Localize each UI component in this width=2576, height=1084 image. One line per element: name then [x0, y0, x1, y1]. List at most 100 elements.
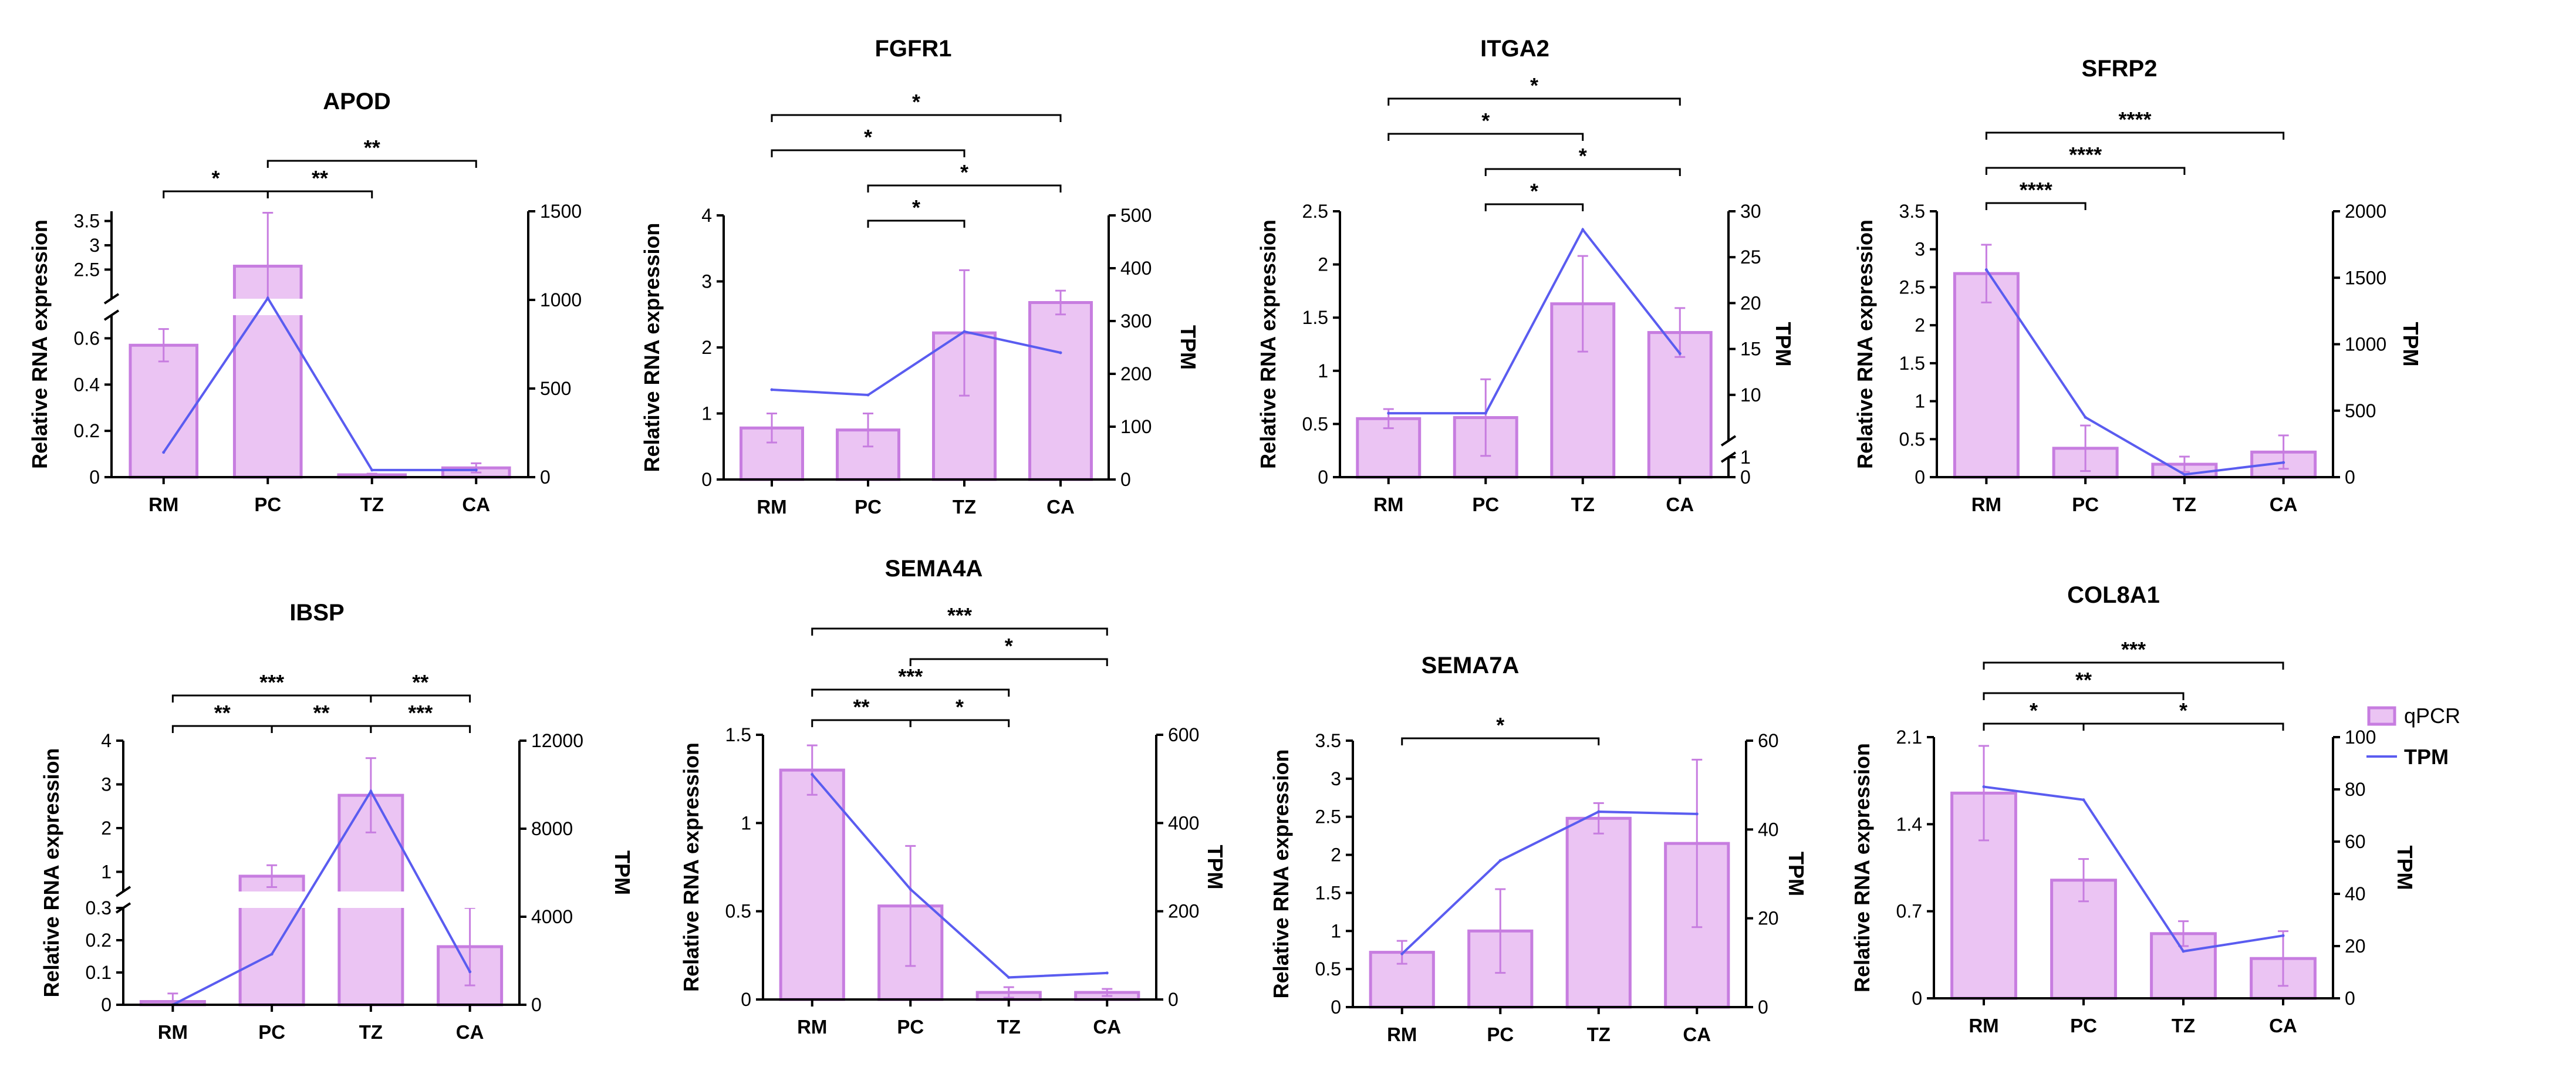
tpm-point-pc — [2084, 416, 2087, 419]
y2-axis-label: TPM — [2399, 322, 2423, 367]
y-tick-label: 0 — [1318, 467, 1328, 488]
tpm-point-tz — [963, 330, 966, 333]
chart-title: SEMA7A — [1422, 653, 1520, 678]
tpm-point-pc — [866, 393, 870, 397]
legend-qpcr-swatch — [2367, 706, 2396, 726]
y-axis-break-mark — [103, 293, 120, 305]
x-tick-label-ca: CA — [1093, 1016, 1121, 1038]
tpm-point-tz — [2183, 472, 2186, 476]
y-tick-label: 0 — [101, 994, 112, 1015]
y-tick-label: 0 — [701, 469, 712, 490]
significance-label: ** — [412, 670, 428, 694]
y-tick-label: 2.5 — [74, 259, 100, 280]
chart-panel-col8a1: COL8A1 0 0.7 1.4 2.1 0 20 40 60 80 100 RM PC TZ CA Rela… — [1850, 582, 2417, 1036]
y2-tick-label: 500 — [2345, 400, 2376, 421]
y-tick-label: 1 — [1915, 391, 1925, 412]
chart-title: SEMA4A — [885, 556, 983, 582]
y-tick-label: 1 — [101, 861, 112, 882]
significance-bracket — [1985, 202, 2087, 210]
significance-bracket — [271, 725, 372, 733]
tpm-point-tz — [370, 468, 374, 472]
y2-tick-label: 600 — [1168, 724, 1199, 745]
y2-tick-label: 400 — [1120, 258, 1152, 279]
y2-axis-label: TPM — [1203, 845, 1227, 890]
tpm-point-ca — [1678, 352, 1682, 355]
x-tick-label-tz: TZ — [953, 496, 976, 518]
y2-axis-label: TPM — [1771, 322, 1795, 367]
y2-tick-label: 40 — [2345, 883, 2366, 904]
y-tick-label: 3 — [1331, 768, 1341, 789]
y-tick-label: 0.2 — [74, 420, 100, 441]
y2-tick-label: 20 — [1758, 908, 1779, 929]
x-tick-label-tz: TZ — [1587, 1024, 1611, 1045]
y-tick-label: 1 — [1318, 360, 1328, 381]
y-tick-label: 3.5 — [1899, 201, 1925, 222]
chart-title: ITGA2 — [1480, 36, 1549, 62]
significance-label: ** — [2075, 668, 2092, 692]
y2-tick-label: 100 — [2345, 727, 2376, 748]
x-tick-label-tz: TZ — [997, 1016, 1021, 1038]
significance-bracket — [811, 719, 911, 727]
significance-bracket — [811, 688, 1010, 697]
significance-label: * — [912, 90, 920, 114]
y-tick-label: 3 — [101, 774, 112, 795]
chart-title: SFRP2 — [2082, 56, 2158, 82]
significance-bracket — [771, 114, 1062, 122]
y2-tick-label: 1500 — [540, 201, 582, 222]
x-tick-label-pc: PC — [258, 1021, 285, 1043]
x-tick-label-tz: TZ — [359, 1021, 383, 1043]
significance-label: * — [1530, 73, 1538, 97]
tpm-point-pc — [1498, 859, 1502, 862]
tpm-point-tz — [369, 789, 373, 793]
significance-bracket — [1484, 168, 1681, 176]
significance-label: * — [956, 695, 964, 719]
chart-panel-sfrp2: SFRP2 0 0.5 1 1.5 2 2.5 3 3.5 0 500 1000 1500 2000 RM P… — [1853, 56, 2423, 515]
y2-axis-label: TPM — [1176, 325, 1200, 370]
axis-break-band — [113, 299, 527, 315]
bar-tz — [932, 331, 997, 481]
significance-bracket — [1401, 737, 1600, 745]
x-tick-label-rm: RM — [1969, 1015, 1998, 1036]
y-tick-label: 2.5 — [1302, 201, 1328, 222]
chart-panel-apod: APOD 0 0.2 0.4 0.6 2.5 3 3.5 0 500 1000 1500 RM PC TZ C… — [28, 89, 582, 515]
x-tick-label-pc: PC — [254, 494, 281, 515]
significance-bracket — [163, 190, 269, 198]
y2-tick-label: 0 — [1120, 469, 1131, 490]
y2-tick-label: 60 — [2345, 831, 2366, 852]
y2-tick-label: 500 — [1120, 205, 1152, 226]
y-tick-label: 2 — [1915, 315, 1925, 336]
y2-tick-label: 80 — [2345, 779, 2366, 800]
significance-bracket — [2082, 722, 2284, 731]
y-axis-label: Relative RNA expression — [1269, 749, 1293, 999]
y-tick-label: 3.5 — [1315, 730, 1341, 751]
significance-label: ** — [853, 695, 869, 719]
significance-label: *** — [898, 664, 923, 688]
tpm-line — [1401, 811, 1697, 955]
y-tick-label: 2 — [1318, 254, 1328, 275]
significance-label: * — [1481, 109, 1490, 133]
x-tick-label-rm: RM — [148, 494, 178, 515]
y2-tick-label: 20 — [1740, 292, 1761, 313]
y2-tick-label: 30 — [1740, 201, 1761, 222]
y-axis-label: Relative RNA expression — [1850, 743, 1874, 992]
x-tick-label-tz: TZ — [1571, 494, 1595, 515]
significance-label: *** — [947, 603, 972, 627]
significance-label: **** — [2020, 178, 2052, 202]
tpm-line — [172, 789, 471, 1006]
y2-tick-label: 1500 — [2345, 267, 2386, 288]
bar-rm — [129, 343, 199, 479]
y2-axis-label: TPM — [2393, 846, 2417, 890]
tpm-point-pc — [270, 953, 274, 956]
x-tick-label-pc: PC — [855, 496, 882, 518]
y2-tick-label: 300 — [1120, 310, 1152, 332]
significance-bracket — [370, 694, 471, 703]
x-tick-label-rm: RM — [1387, 1024, 1417, 1045]
y2-tick-label: 1000 — [540, 289, 582, 310]
y2-tick-label: 0 — [1758, 997, 1768, 1018]
y-axis-label: Relative RNA expression — [39, 748, 63, 998]
y2-tick-label: 10 — [1740, 384, 1761, 406]
bar-rm — [779, 768, 845, 1001]
tpm-point-ca — [2281, 934, 2285, 937]
y2-tick-label: 15 — [1740, 339, 1761, 360]
